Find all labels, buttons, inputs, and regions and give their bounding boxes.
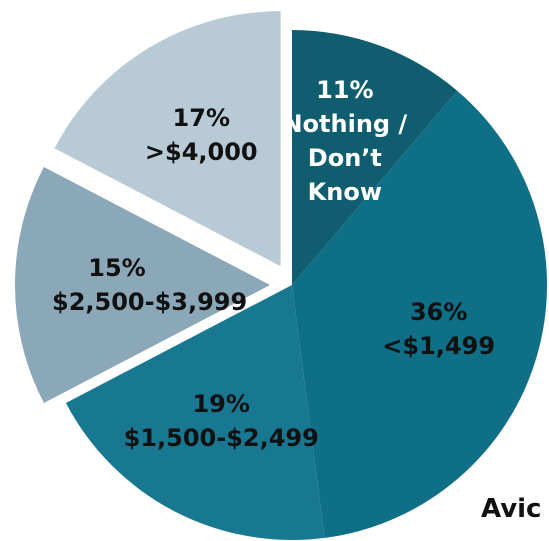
pie-slice xyxy=(54,11,281,267)
value-label: 36% xyxy=(409,297,468,326)
value-label: 19% xyxy=(192,389,250,418)
category-label: $2,500-$3,999 xyxy=(52,288,248,316)
value-label: 17% xyxy=(172,104,230,133)
slice-label: 11% Nothing / Don’t Know xyxy=(280,73,410,209)
slice-label: 17% >$4,000 xyxy=(126,101,276,169)
annotation: Avic xyxy=(481,494,542,524)
value-label: 15% xyxy=(88,254,146,282)
pie-slice xyxy=(65,285,325,540)
slice-label: 15% $2,500-$3,999 xyxy=(52,251,248,319)
category-label: >$4,000 xyxy=(144,138,258,167)
slice-label: 19% $1,500-$2,499 xyxy=(111,387,331,455)
pie-slice xyxy=(292,90,548,538)
pie-slice xyxy=(14,167,270,403)
category-label: $1,500-$2,499 xyxy=(123,423,319,452)
value-label: 11% xyxy=(316,76,374,105)
slice-label: 36% <$1,499 xyxy=(364,295,514,363)
category-label: Nothing / Don’t Know xyxy=(282,110,408,207)
category-label: <$1,499 xyxy=(382,331,496,360)
pie-slice xyxy=(292,30,458,285)
